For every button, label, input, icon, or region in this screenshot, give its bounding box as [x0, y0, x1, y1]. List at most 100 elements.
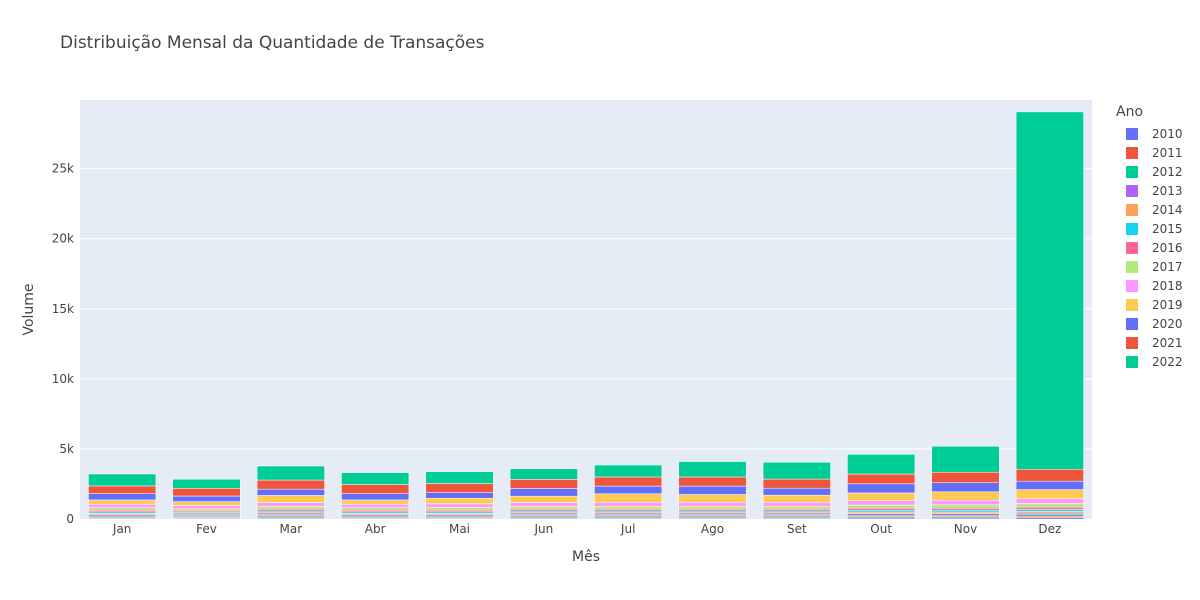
bar-2018-Fev: [172, 505, 241, 510]
y-tick-label: 5k: [59, 442, 74, 456]
legend-label: 2015: [1152, 221, 1183, 236]
x-tick-label: Out: [870, 522, 892, 536]
bar-2020-Out: [847, 483, 916, 494]
bar-2017-Dez: [1015, 503, 1084, 508]
legend-swatch: [1126, 165, 1138, 178]
legend-item-2020[interactable]: 2020: [1116, 314, 1183, 333]
bar-2019-Fev: [172, 501, 241, 506]
legend-swatch: [1126, 184, 1138, 197]
bar-2019-Jan: [88, 499, 157, 505]
bar-2020-Jun: [509, 488, 578, 497]
x-tick-label: Ago: [701, 522, 724, 536]
bar-2017-Jan: [88, 507, 157, 511]
bar-2022-Mai: [425, 471, 494, 484]
bar-2019-Ago: [678, 494, 747, 503]
y-tick-label: 10k: [52, 372, 74, 386]
bar-2021-Jan: [88, 485, 157, 494]
bar-2018-Jun: [509, 502, 578, 507]
bar-2018-Out: [847, 500, 916, 506]
bar-2021-Dez: [1015, 469, 1084, 482]
bar-2014-Out: [847, 511, 916, 514]
bar-2018-Mar: [256, 502, 325, 507]
legend-label: 2021: [1152, 335, 1183, 350]
chart-title: Distribuição Mensal da Quantidade de Tra…: [60, 33, 485, 53]
bar-2021-Mai: [425, 483, 494, 493]
legend-item-2018[interactable]: 2018: [1116, 276, 1183, 295]
legend-label: 2010: [1152, 126, 1183, 141]
legend-swatch: [1126, 127, 1138, 140]
legend-label: 2011: [1152, 145, 1183, 160]
bar-2021-Mar: [256, 479, 325, 490]
bar-2016-Dez: [1015, 506, 1084, 510]
bar-2020-Abr: [341, 493, 410, 501]
legend-label: 2016: [1152, 240, 1183, 255]
legend-label: 2022: [1152, 354, 1183, 369]
bar-2015-Set: [762, 510, 831, 513]
bar-2017-Fev: [172, 508, 241, 512]
x-tick-label: Jul: [620, 522, 635, 536]
bar-2018-Set: [762, 501, 831, 507]
bar-2021-Fev: [172, 488, 241, 497]
bar-2017-Mar: [256, 506, 325, 510]
y-tick-label: 25k: [52, 162, 74, 176]
bar-2019-Mar: [256, 495, 325, 503]
legend-swatch: [1126, 298, 1138, 311]
x-tick-label: Mai: [449, 522, 470, 536]
legend-item-2012[interactable]: 2012: [1116, 162, 1183, 181]
bar-2019-Nov: [931, 491, 1000, 501]
legend-swatch: [1126, 203, 1138, 216]
bar-2016-Jul: [594, 508, 663, 512]
x-tick-label: Nov: [954, 522, 977, 536]
x-axis-title: Mês: [572, 549, 600, 565]
bar-2022-Abr: [341, 472, 410, 485]
legend-label: 2013: [1152, 183, 1183, 198]
legend-swatch: [1126, 241, 1138, 254]
bar-2022-Ago: [678, 461, 747, 478]
legend-item-2014[interactable]: 2014: [1116, 200, 1183, 219]
legend-item-2022[interactable]: 2022: [1116, 352, 1183, 371]
bar-2015-Out: [847, 509, 916, 513]
bar-2018-Jul: [594, 501, 663, 507]
y-tick-label: 0: [66, 512, 74, 526]
legend-label: 2014: [1152, 202, 1183, 217]
bar-2020-Ago: [678, 485, 747, 495]
bar-2013-Dez: [1015, 512, 1084, 516]
bar-2017-Ago: [678, 505, 747, 510]
x-tick-label: Jan: [112, 522, 132, 536]
bar-2022-Set: [762, 461, 831, 480]
bar-2016-Jan: [88, 509, 157, 513]
legend-label: 2017: [1152, 259, 1183, 274]
legend-title: Ano: [1116, 104, 1144, 120]
bar-2020-Mar: [256, 488, 325, 496]
bar-2021-Ago: [678, 476, 747, 487]
bar-2017-Jun: [509, 506, 578, 510]
legend-item-2016[interactable]: 2016: [1116, 238, 1183, 257]
legend-item-2013[interactable]: 2013: [1116, 181, 1183, 200]
bar-2018-Mai: [425, 503, 494, 508]
legend-label: 2018: [1152, 278, 1183, 293]
legend-item-2015[interactable]: 2015: [1116, 219, 1183, 238]
legend-item-2021[interactable]: 2021: [1116, 333, 1183, 352]
bar-2016-Ago: [678, 508, 747, 512]
bar-2021-Nov: [931, 471, 1000, 483]
x-tick-label: Jun: [533, 522, 553, 536]
bar-2020-Set: [762, 487, 831, 496]
legend-item-2017[interactable]: 2017: [1116, 257, 1183, 276]
bar-2017-Out: [847, 504, 916, 509]
bar-2017-Nov: [931, 504, 1000, 509]
bar-2022-Out: [847, 454, 916, 475]
x-tick-label: Set: [787, 522, 807, 536]
bar-2021-Set: [762, 478, 831, 489]
legend-item-2019[interactable]: 2019: [1116, 295, 1183, 314]
x-tick-label: Mar: [280, 522, 303, 536]
bar-2020-Nov: [931, 482, 1000, 493]
bar-2018-Dez: [1015, 498, 1084, 504]
legend-swatch: [1126, 336, 1138, 349]
bar-2021-Jul: [594, 476, 663, 487]
bar-2020-Fev: [172, 495, 241, 502]
bar-2019-Jul: [594, 493, 663, 503]
legend-item-2011[interactable]: 2011: [1116, 143, 1183, 162]
legend-item-2010[interactable]: 2010: [1116, 124, 1183, 143]
legend: Ano 2010 2011 2012 2013 2014 2015 2016 2017 2018…: [1116, 104, 1183, 371]
